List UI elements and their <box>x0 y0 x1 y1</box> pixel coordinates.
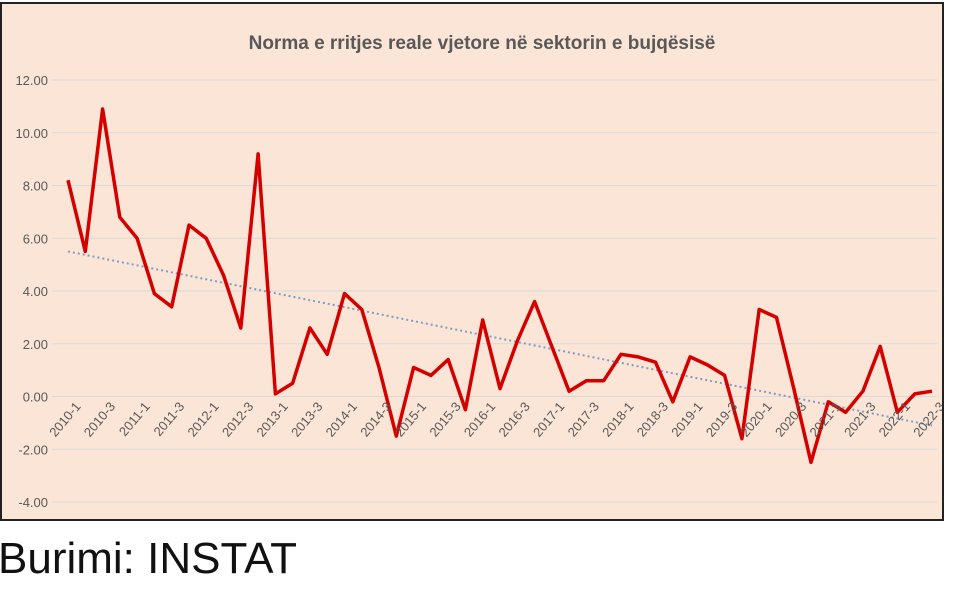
x-tick-label: 2010-3 <box>81 399 119 440</box>
y-tick-label: 0.00 <box>23 390 48 405</box>
x-tick-label: 2021-1 <box>806 399 844 440</box>
x-tick-label: 2015-1 <box>392 399 430 440</box>
gridlines <box>52 79 937 503</box>
x-tick-label: 2014-3 <box>357 399 395 440</box>
trendline-path <box>67 250 933 427</box>
x-tick-label: 2011-3 <box>150 399 187 439</box>
y-tick-label: 4.00 <box>23 284 48 299</box>
y-tick-label: 12.00 <box>15 73 48 88</box>
x-tick-label: 2019-3 <box>703 399 741 440</box>
y-axis-ticks: 12.00 10.00 8.00 6.00 4.00 2.00 0.00 -2.00 -4.00 <box>15 73 48 510</box>
trendline <box>67 250 933 427</box>
x-tick-label: 2013-3 <box>288 399 326 440</box>
x-tick-label: 2015-3 <box>426 399 464 440</box>
chart-panel: Norma e rritjes reale vjetore në sektori… <box>0 2 944 521</box>
x-tick-label: 2014-1 <box>323 399 361 440</box>
y-tick-label: -4.00 <box>18 495 48 510</box>
source-note: Burimi: INSTAT <box>0 534 298 583</box>
y-tick-label: 8.00 <box>23 179 48 194</box>
x-tick-label: 2018-1 <box>599 399 637 440</box>
x-tick-label: 2013-1 <box>253 399 291 440</box>
series-line <box>66 107 933 465</box>
x-tick-label: 2019-1 <box>668 399 706 440</box>
x-axis-ticks: 2010-12010-32011-12011-32012-12012-32013… <box>46 399 942 440</box>
x-tick-label: 2010-1 <box>46 399 84 440</box>
x-tick-label: 2012-3 <box>219 399 257 440</box>
line-chart: Norma e rritjes reale vjetore në sektori… <box>15 33 942 510</box>
y-tick-label: 10.00 <box>15 126 48 141</box>
x-tick-label: 2022-3 <box>910 399 942 440</box>
y-tick-label: -2.00 <box>18 442 48 457</box>
x-tick-label: 2018-3 <box>634 399 672 440</box>
x-tick-label: 2021-3 <box>841 399 879 440</box>
series-path <box>66 107 933 465</box>
x-tick-label: 2012-1 <box>184 399 222 440</box>
x-tick-label: 2017-1 <box>530 399 568 440</box>
x-tick-label: 2011-1 <box>116 399 153 439</box>
x-tick-label: 2016-3 <box>495 399 533 440</box>
y-tick-label: 6.00 <box>23 231 48 246</box>
chart-title: Norma e rritjes reale vjetore në sektori… <box>249 33 716 54</box>
x-tick-label: 2017-3 <box>565 399 603 440</box>
y-tick-label: 2.00 <box>23 337 48 352</box>
